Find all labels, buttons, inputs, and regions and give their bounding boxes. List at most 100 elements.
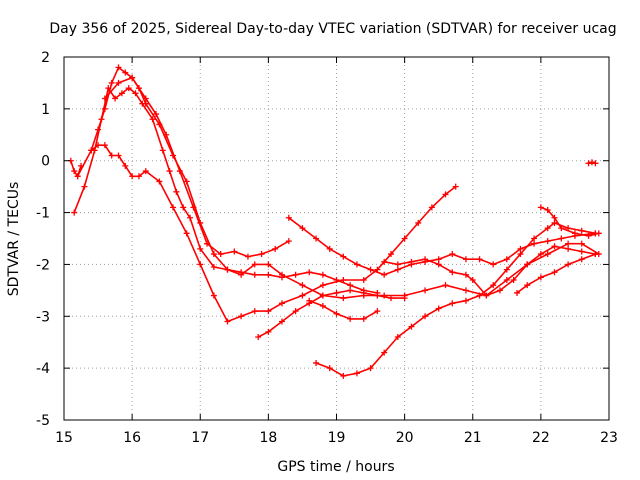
data-point xyxy=(503,276,510,283)
data-point xyxy=(299,225,306,232)
data-point xyxy=(592,251,599,258)
x-tick-label: 23 xyxy=(600,430,618,446)
series-line xyxy=(73,87,379,294)
data-point xyxy=(401,295,408,302)
data-point xyxy=(537,274,544,281)
data-point xyxy=(285,214,292,221)
data-point xyxy=(381,271,388,278)
data-point xyxy=(122,162,129,169)
data-point xyxy=(88,147,95,154)
data-point xyxy=(462,271,469,278)
data-point xyxy=(265,261,272,268)
data-point xyxy=(115,64,122,71)
data-point xyxy=(408,323,415,330)
x-tick-label: 19 xyxy=(328,430,346,446)
data-point xyxy=(503,266,510,273)
data-point xyxy=(524,261,531,268)
data-point xyxy=(279,271,285,278)
data-point xyxy=(381,258,388,265)
data-point xyxy=(333,289,340,296)
data-point xyxy=(319,292,326,299)
data-point xyxy=(285,238,292,245)
data-point xyxy=(319,282,326,289)
data-point xyxy=(571,230,578,237)
series-arc-1 xyxy=(71,85,381,296)
data-point xyxy=(187,214,194,221)
data-point xyxy=(74,173,81,180)
data-point xyxy=(340,372,347,379)
data-point xyxy=(299,292,306,299)
data-point xyxy=(551,269,558,276)
data-point xyxy=(251,271,258,278)
data-point xyxy=(231,248,238,255)
data-point xyxy=(452,183,459,190)
data-point xyxy=(531,235,538,242)
data-point xyxy=(101,105,108,112)
data-point xyxy=(483,292,490,299)
data-point xyxy=(265,308,272,315)
data-point xyxy=(544,238,551,245)
data-point xyxy=(578,248,585,255)
data-point xyxy=(517,245,524,252)
data-point xyxy=(449,269,456,276)
data-point xyxy=(306,269,313,276)
data-point xyxy=(319,271,326,278)
data-point xyxy=(279,300,285,307)
data-point xyxy=(435,256,442,263)
data-point xyxy=(279,318,285,325)
data-point xyxy=(156,178,163,185)
data-point xyxy=(565,245,572,252)
data-point xyxy=(115,152,122,159)
y-tick-label: -5 xyxy=(36,413,50,429)
data-point xyxy=(129,173,136,180)
data-point xyxy=(503,256,510,263)
series-arc-7 xyxy=(313,219,599,379)
data-point xyxy=(170,204,176,211)
data-point xyxy=(422,313,429,320)
data-point xyxy=(578,256,585,263)
data-point xyxy=(197,219,204,226)
x-tick-label: 18 xyxy=(259,430,277,446)
data-point xyxy=(142,100,149,107)
data-point xyxy=(449,300,456,307)
data-point xyxy=(388,251,394,258)
series-arc-9 xyxy=(381,243,599,299)
data-point xyxy=(394,334,401,341)
data-point xyxy=(108,79,115,86)
data-point xyxy=(299,282,306,289)
series-arc-5 xyxy=(255,287,408,341)
data-point xyxy=(544,251,551,258)
x-axis-label: GPS time / hours xyxy=(277,459,394,475)
data-point xyxy=(132,90,139,97)
data-point xyxy=(401,235,408,242)
data-point xyxy=(258,251,265,258)
data-point xyxy=(449,251,456,258)
data-point xyxy=(135,85,142,92)
data-point xyxy=(272,245,279,252)
data-point xyxy=(360,276,367,283)
data-point xyxy=(353,370,360,377)
data-point xyxy=(592,160,599,167)
y-tick-label: -3 xyxy=(36,309,50,325)
data-point xyxy=(469,276,476,283)
data-point xyxy=(585,160,592,167)
data-point xyxy=(265,328,272,335)
data-point xyxy=(340,253,347,260)
data-point xyxy=(251,261,258,268)
data-point xyxy=(183,230,190,237)
series-arc-3 xyxy=(88,142,459,325)
data-point xyxy=(292,271,299,278)
data-point xyxy=(210,264,217,271)
data-point xyxy=(326,365,333,372)
data-point xyxy=(217,251,224,258)
y-axis-label: SDTVAR / TECUs xyxy=(6,182,22,297)
data-point xyxy=(238,271,245,278)
data-point xyxy=(149,116,156,123)
data-point xyxy=(81,183,88,190)
data-point xyxy=(565,261,572,268)
data-point xyxy=(565,240,572,247)
data-point xyxy=(551,214,558,221)
data-point xyxy=(122,69,129,76)
data-point xyxy=(135,173,142,180)
y-tick-label: 2 xyxy=(41,50,50,66)
